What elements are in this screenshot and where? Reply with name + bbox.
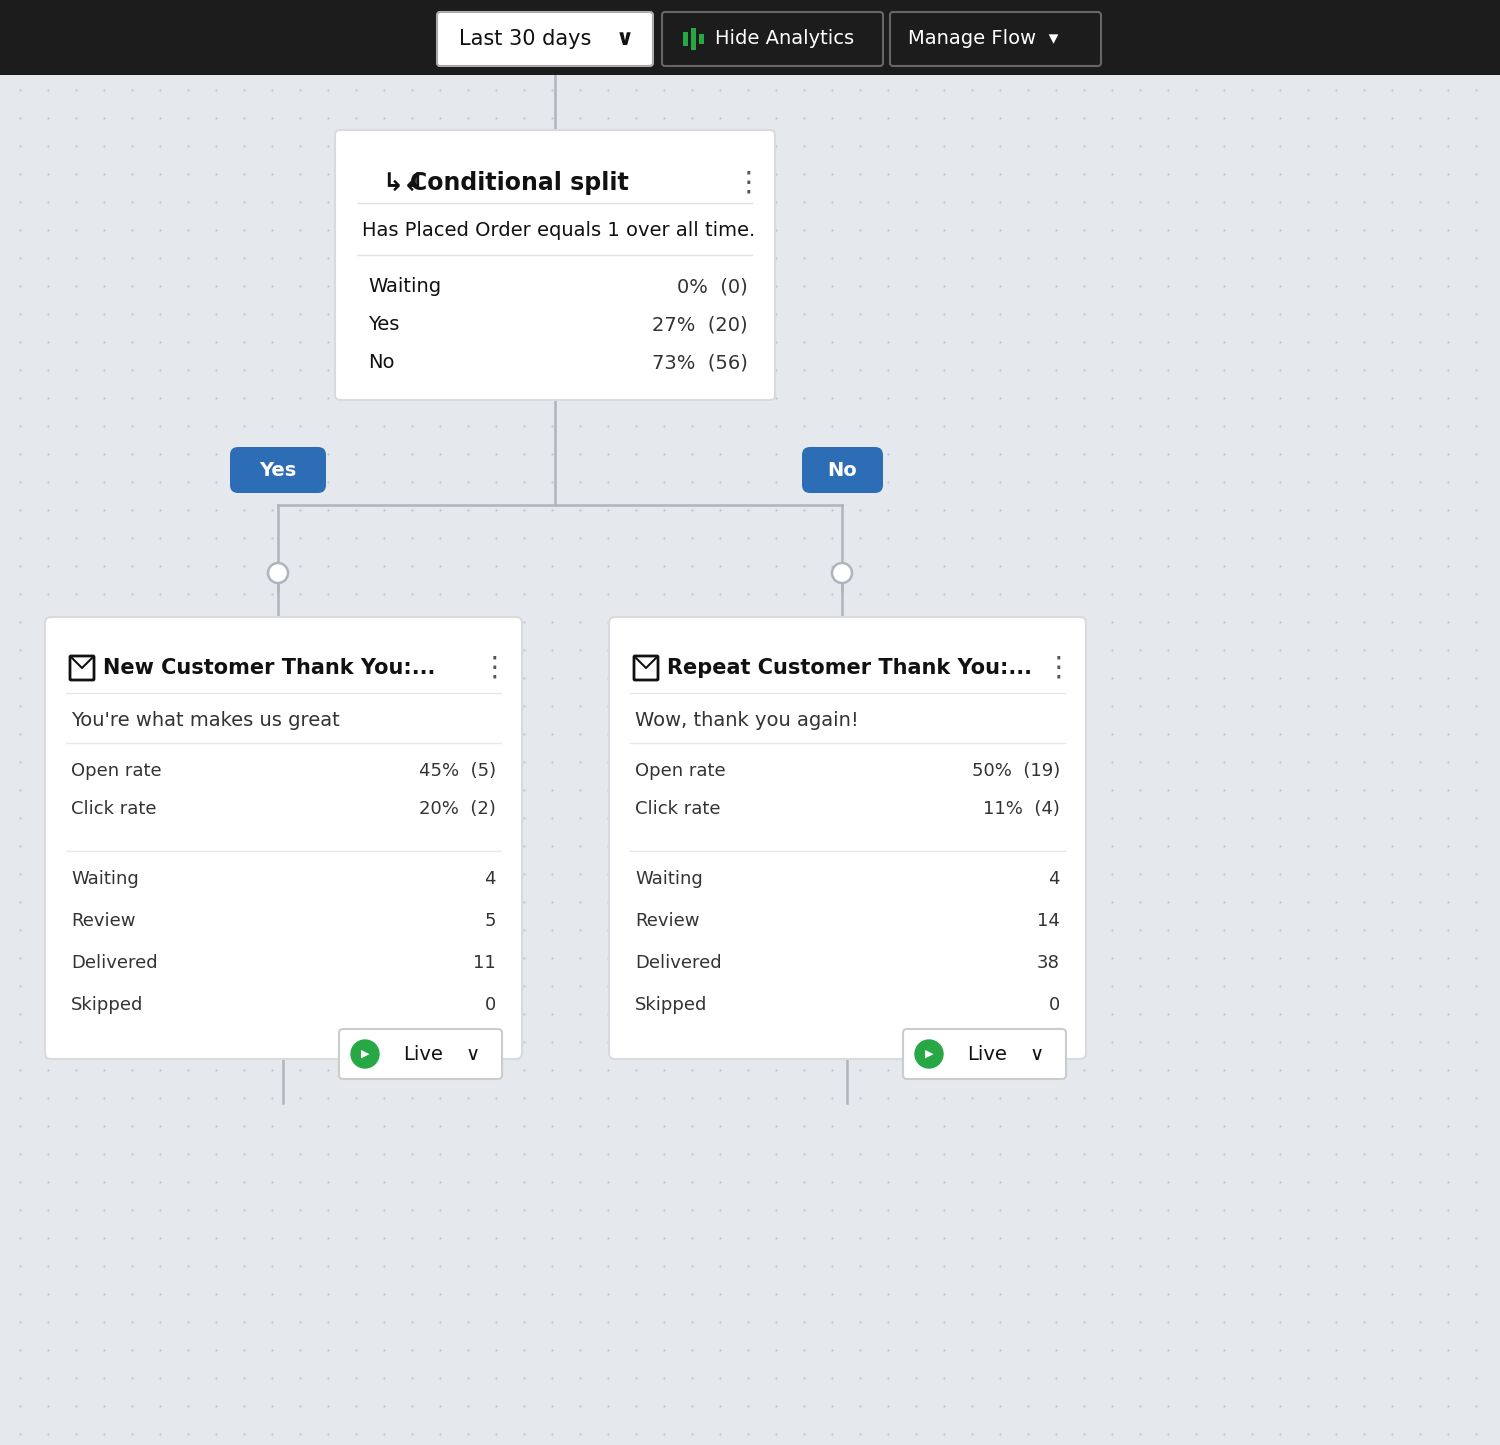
Text: ⋮: ⋮ xyxy=(480,655,508,682)
Text: Repeat Customer Thank You:...: Repeat Customer Thank You:... xyxy=(668,657,1032,678)
Text: No: No xyxy=(368,354,394,373)
Text: 50%  (19): 50% (19) xyxy=(972,762,1060,780)
FancyBboxPatch shape xyxy=(339,1029,502,1079)
Text: 73%  (56): 73% (56) xyxy=(652,354,748,373)
Text: ↳↲: ↳↲ xyxy=(382,171,424,195)
Text: Hide Analytics: Hide Analytics xyxy=(716,29,855,49)
Text: ∨: ∨ xyxy=(616,29,634,49)
Text: Waiting: Waiting xyxy=(634,870,702,889)
FancyBboxPatch shape xyxy=(682,32,688,46)
Text: 11: 11 xyxy=(474,954,496,972)
FancyBboxPatch shape xyxy=(802,447,883,493)
Circle shape xyxy=(833,564,852,582)
Circle shape xyxy=(351,1040,380,1068)
Text: Manage Flow  ▾: Manage Flow ▾ xyxy=(908,29,1058,49)
Text: 14: 14 xyxy=(1036,912,1060,931)
Text: Skipped: Skipped xyxy=(70,996,144,1014)
Text: Click rate: Click rate xyxy=(634,801,720,818)
Text: 38: 38 xyxy=(1036,954,1060,972)
FancyBboxPatch shape xyxy=(903,1029,1066,1079)
Circle shape xyxy=(268,564,288,582)
Text: 0: 0 xyxy=(1048,996,1060,1014)
Text: 11%  (4): 11% (4) xyxy=(982,801,1060,818)
Text: ▶: ▶ xyxy=(924,1049,933,1059)
Text: ⋮: ⋮ xyxy=(734,169,762,197)
FancyBboxPatch shape xyxy=(692,27,696,51)
Text: Yes: Yes xyxy=(368,315,399,334)
Text: No: No xyxy=(827,461,856,480)
FancyBboxPatch shape xyxy=(0,0,1500,75)
FancyBboxPatch shape xyxy=(662,12,884,66)
Text: Click rate: Click rate xyxy=(70,801,156,818)
Text: Live: Live xyxy=(968,1045,1006,1064)
Text: 20%  (2): 20% (2) xyxy=(419,801,497,818)
Text: Delivered: Delivered xyxy=(634,954,722,972)
FancyBboxPatch shape xyxy=(436,12,652,66)
FancyBboxPatch shape xyxy=(699,35,703,43)
Text: Review: Review xyxy=(70,912,135,931)
Text: 4: 4 xyxy=(484,870,496,889)
Text: You're what makes us great: You're what makes us great xyxy=(70,711,339,731)
Text: Delivered: Delivered xyxy=(70,954,158,972)
Text: 27%  (20): 27% (20) xyxy=(652,315,748,334)
Text: Wow, thank you again!: Wow, thank you again! xyxy=(634,711,858,731)
Text: ∨: ∨ xyxy=(466,1045,480,1064)
Text: Waiting: Waiting xyxy=(70,870,138,889)
Circle shape xyxy=(915,1040,944,1068)
Text: Conditional split: Conditional split xyxy=(410,171,628,195)
FancyBboxPatch shape xyxy=(45,617,522,1059)
Text: Last 30 days: Last 30 days xyxy=(459,29,591,49)
Text: 4: 4 xyxy=(1048,870,1060,889)
FancyBboxPatch shape xyxy=(334,130,776,400)
Text: Live: Live xyxy=(404,1045,442,1064)
Text: 45%  (5): 45% (5) xyxy=(419,762,497,780)
FancyBboxPatch shape xyxy=(230,447,326,493)
Text: Open rate: Open rate xyxy=(634,762,726,780)
Text: 0: 0 xyxy=(484,996,496,1014)
FancyBboxPatch shape xyxy=(609,617,1086,1059)
Text: Open rate: Open rate xyxy=(70,762,162,780)
Text: 0%  (0): 0% (0) xyxy=(678,277,748,296)
Text: ⋮: ⋮ xyxy=(1044,655,1072,682)
Text: Yes: Yes xyxy=(260,461,297,480)
Text: ∨: ∨ xyxy=(1030,1045,1044,1064)
FancyBboxPatch shape xyxy=(890,12,1101,66)
Text: Has Placed Order equals 1 over all time.: Has Placed Order equals 1 over all time. xyxy=(362,221,754,240)
Text: 5: 5 xyxy=(484,912,496,931)
Text: New Customer Thank You:...: New Customer Thank You:... xyxy=(104,657,435,678)
Text: ▶: ▶ xyxy=(360,1049,369,1059)
Text: Waiting: Waiting xyxy=(368,277,441,296)
Text: Review: Review xyxy=(634,912,699,931)
Text: Skipped: Skipped xyxy=(634,996,708,1014)
